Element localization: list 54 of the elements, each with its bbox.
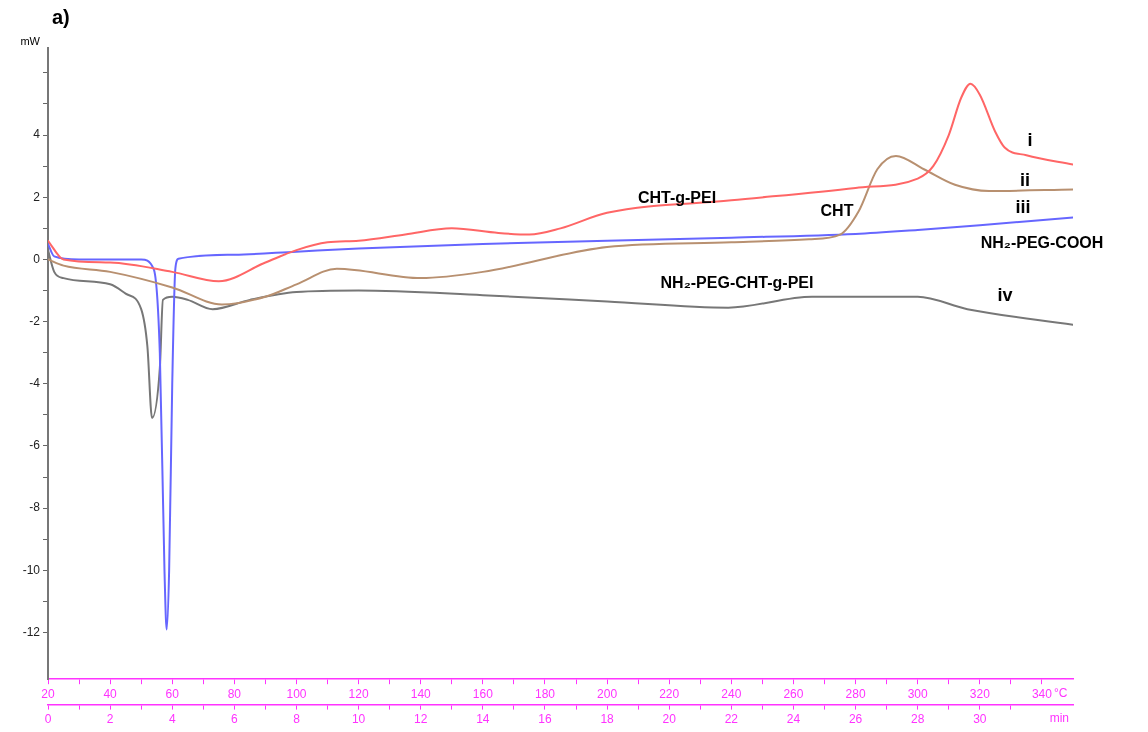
x2-tick-label: 28 <box>911 712 925 727</box>
x-tick-label: 240 <box>721 686 742 701</box>
y-tick-label: -12 <box>22 624 41 639</box>
x-tick-label: 100 <box>286 686 307 701</box>
x2-tick-label: 24 <box>786 712 801 727</box>
annotation: NH₂-PEG-CHT-g-PEI <box>660 274 814 292</box>
x-axis-title: °C <box>1053 685 1068 700</box>
x2-axis-title: min <box>1049 710 1069 725</box>
x2-tick-label: 30 <box>973 712 987 727</box>
x2-tick-label: 12 <box>414 712 428 727</box>
x-tick-label: 20 <box>41 686 55 701</box>
x-tick-label: 200 <box>597 686 618 701</box>
x2-tick-label: 20 <box>662 712 677 727</box>
x-tick-label: 40 <box>103 686 118 701</box>
x-tick-label: 260 <box>783 686 804 701</box>
y-tick-label: 2 <box>33 189 41 204</box>
x-tick-label: 340 <box>1031 686 1053 701</box>
x2-tick-label: 6 <box>231 712 239 727</box>
y-tick-label: -8 <box>29 500 41 515</box>
x-tick-label: 140 <box>410 686 432 701</box>
x2-tick-label: 22 <box>724 712 739 727</box>
x-tick-label: 60 <box>165 686 180 701</box>
x-tick-label: 300 <box>907 686 929 701</box>
y-tick-label: -10 <box>22 562 41 577</box>
series-label: iii <box>1015 197 1031 218</box>
x2-tick-label: 8 <box>293 712 301 727</box>
x-tick-label: 80 <box>227 686 242 701</box>
x2-tick-label: 18 <box>600 712 615 727</box>
x2-tick-label: 26 <box>848 712 863 727</box>
y-tick-label: 0 <box>33 251 41 266</box>
x-tick-label: 180 <box>534 686 556 701</box>
x2-tick-label: 10 <box>351 712 366 727</box>
series-label: ii <box>1019 170 1031 191</box>
annotation: NH₂-PEG-COOH <box>980 234 1104 252</box>
x-tick-label: 120 <box>348 686 369 701</box>
chart-title: a) <box>52 5 70 28</box>
y-tick-label: -6 <box>29 438 41 453</box>
series-label: iv <box>997 284 1013 305</box>
y-axis-title: mW <box>20 35 41 48</box>
x-tick-label: 220 <box>659 686 680 701</box>
annotation: CHT <box>820 202 854 220</box>
annotation: CHT-g-PEI <box>637 189 717 207</box>
x2-tick-label: 4 <box>168 712 176 727</box>
x-tick-label: 320 <box>969 686 991 701</box>
x-tick-label: 280 <box>845 686 866 701</box>
y-tick-label: 4 <box>33 127 41 142</box>
y-tick-label: -4 <box>29 376 41 391</box>
series-label: i <box>1027 129 1033 150</box>
x2-tick-label: 0 <box>44 712 52 727</box>
x-tick-label: 160 <box>472 686 494 701</box>
x2-tick-label: 14 <box>476 712 490 727</box>
x2-tick-label: 2 <box>106 712 114 727</box>
x2-tick-label: 16 <box>538 712 552 727</box>
y-tick-label: -2 <box>29 313 41 328</box>
